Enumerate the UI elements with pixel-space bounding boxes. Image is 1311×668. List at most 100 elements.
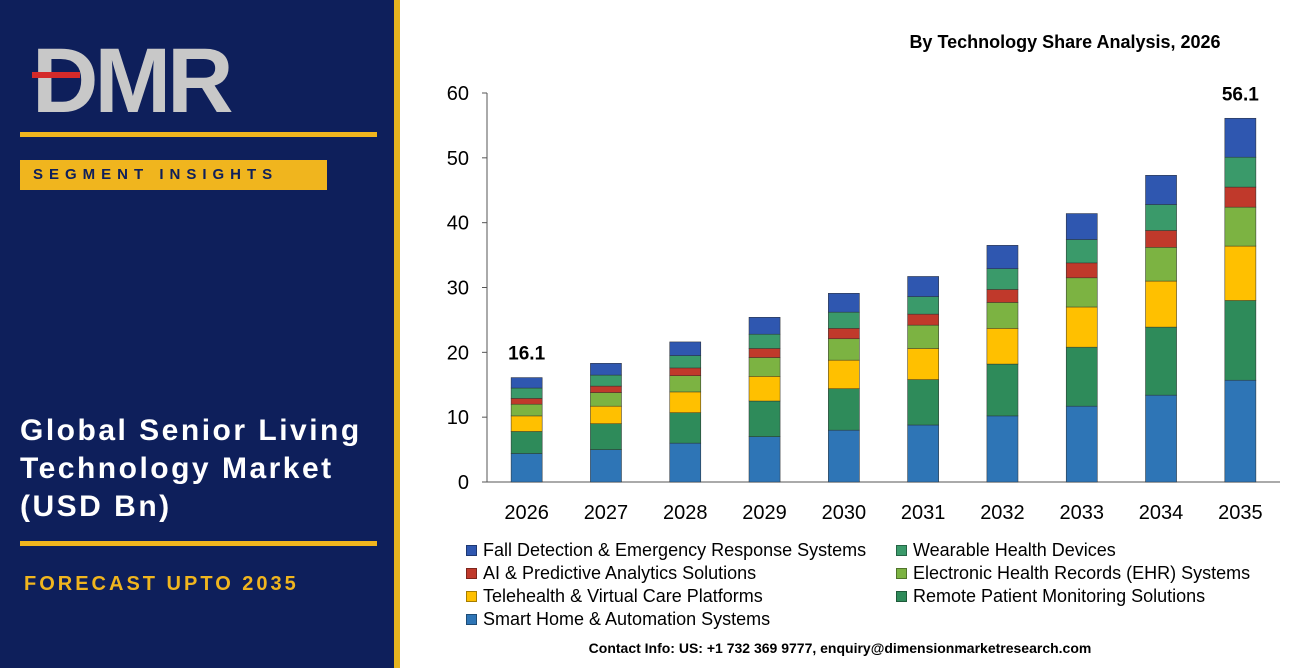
bar-segment-shade [1224, 118, 1256, 158]
bar-segment-shade [1145, 281, 1177, 328]
y-tick-label: 40 [447, 213, 469, 235]
legend-swatch [466, 568, 477, 579]
bar-segment-shade [511, 398, 543, 405]
segment-insights-badge: SEGMENT INSIGHTS [20, 160, 327, 190]
bar-segment-shade [590, 375, 622, 387]
bar-segment-shade [749, 348, 781, 358]
bar-segment-shade [1066, 306, 1098, 348]
x-tick-label: 2034 [1139, 502, 1184, 524]
y-tick-label: 30 [447, 278, 469, 300]
y-tick-label: 0 [458, 472, 469, 494]
bar-segment-shade [1224, 187, 1256, 208]
accent-stripe [394, 0, 400, 668]
x-tick-label: 2028 [663, 502, 708, 524]
bar-segment-shade [1145, 395, 1177, 482]
legend-swatch [466, 591, 477, 602]
legend-label: AI & Predictive Analytics Solutions [483, 563, 757, 583]
bar-segment-shade [986, 268, 1018, 290]
chart-title: By Technology Share Analysis, 2026 [909, 32, 1221, 52]
x-tick-label: 2031 [901, 502, 946, 524]
bar-segment-shade [1145, 230, 1177, 248]
bar-segment-shade [828, 312, 860, 329]
bar-segment-shade [749, 334, 781, 349]
bar-segment-shade [907, 314, 939, 326]
bar-segment-shade [669, 375, 701, 392]
bar-segment-shade [1224, 380, 1256, 482]
legend-swatch [466, 614, 477, 625]
dmr-logo: DMR [32, 32, 236, 122]
bar-segment-shade [1066, 239, 1098, 263]
bar-segment-shade [669, 355, 701, 368]
legend-label: Fall Detection & Emergency Response Syst… [483, 540, 867, 560]
bar-segment-shade [669, 412, 701, 444]
bar-segment-shade [828, 293, 860, 313]
bar-segment-shade [907, 296, 939, 315]
bar-segment-shade [828, 328, 860, 339]
x-tick-label: 2032 [980, 502, 1024, 524]
bar-segment-shade [1066, 262, 1098, 278]
legend-item: Remote Patient Monitoring Solutions [896, 586, 1205, 607]
x-tick-label: 2029 [742, 502, 787, 524]
legend-item: Electronic Health Records (EHR) Systems [896, 563, 1250, 584]
bar-segment-shade [590, 423, 622, 450]
bar-segment-shade [669, 367, 701, 376]
y-tick-label: 10 [447, 407, 469, 429]
legend-label: Remote Patient Monitoring Solutions [913, 586, 1206, 606]
sidebar-panel: DMR SEGMENT INSIGHTS Global Senior Livin… [0, 0, 394, 668]
bar-segment-shade [511, 415, 543, 432]
bar-segment-shade [511, 431, 543, 454]
bar-segment-shade [749, 357, 781, 377]
legend-swatch [466, 545, 477, 556]
y-tick-label: 50 [447, 148, 469, 170]
bar-segment-shade [749, 317, 781, 335]
bar-segment-shade [1145, 204, 1177, 231]
bar-segment-shade [669, 443, 701, 482]
bar-segment-shade [511, 453, 543, 482]
bar-segment-shade [1066, 347, 1098, 407]
bar-segment-shade [590, 386, 622, 393]
bar-segment-shade [669, 391, 701, 413]
bar-segment-shade [907, 379, 939, 425]
data-label: 16.1 [508, 344, 545, 365]
bar-segment-shade [1066, 406, 1098, 482]
x-tick-label: 2035 [1218, 502, 1263, 524]
title-line-1: Global Senior Living [20, 414, 362, 447]
bar-segment-shade [1145, 247, 1177, 282]
bar-segment-shade [986, 364, 1018, 416]
bar-segment-shade [749, 436, 781, 482]
x-tick-label: 2026 [504, 502, 549, 524]
bar-segment-shade [1224, 207, 1256, 247]
bar-segment-shade [828, 388, 860, 431]
data-label: 56.1 [1222, 84, 1259, 105]
y-tick-label: 20 [447, 342, 469, 364]
bar-segment-shade [1145, 327, 1177, 396]
bar-segment-shade [986, 328, 1018, 365]
bar-segment-shade [511, 404, 543, 416]
bar-segment-shade [1224, 157, 1256, 188]
legend-item: Fall Detection & Emergency Response Syst… [466, 540, 866, 561]
legend-label: Telehealth & Virtual Care Platforms [483, 586, 763, 606]
bar-segment-shade [1145, 175, 1177, 205]
forecast-label: FORECAST UPTO 2035 [24, 573, 299, 595]
legend-item: AI & Predictive Analytics Solutions [466, 563, 756, 584]
bar-segment-shade [669, 341, 701, 356]
bar-segment-shade [986, 302, 1018, 329]
bar-segment-shade [511, 377, 543, 388]
bar-segment-shade [828, 338, 860, 361]
bar-segment-shade [1066, 213, 1098, 240]
legend-swatch [896, 568, 907, 579]
bar-segment-shade [907, 348, 939, 380]
bar-segment-shade [1224, 246, 1256, 301]
y-tick-label: 60 [447, 83, 469, 105]
bar-segment-shade [1224, 300, 1256, 381]
bar-segment-shade [986, 245, 1018, 269]
legend-item: Telehealth & Virtual Care Platforms [466, 586, 763, 607]
bar-segment-shade [986, 289, 1018, 303]
top-divider [20, 132, 377, 137]
legend-swatch [896, 545, 907, 556]
bar-segment-shade [828, 430, 860, 482]
x-tick-label: 2030 [822, 502, 867, 524]
bar-segment-shade [590, 449, 622, 482]
legend-label: Smart Home & Automation Systems [483, 609, 771, 629]
